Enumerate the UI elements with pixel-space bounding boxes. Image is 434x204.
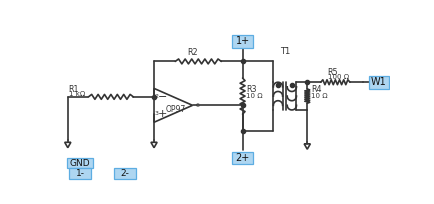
Text: R2: R2 [187,48,198,57]
FancyBboxPatch shape [231,152,253,164]
Text: W1: W1 [370,77,386,87]
Text: 10 Ω: 10 Ω [246,93,263,99]
Text: 10 Ω: 10 Ω [310,93,327,99]
Text: T1: T1 [279,47,289,56]
Text: +: + [158,109,167,119]
FancyBboxPatch shape [69,169,91,179]
FancyBboxPatch shape [231,35,253,48]
Text: OP97: OP97 [165,105,185,114]
FancyBboxPatch shape [67,158,93,169]
Text: R4: R4 [310,85,321,94]
Text: 1-: 1- [76,169,84,178]
Text: 1+: 1+ [235,37,249,47]
Text: −: − [158,92,167,102]
Text: 1 kΩ: 1 kΩ [69,91,85,97]
Text: R1: R1 [69,85,79,94]
Text: 2-: 2- [120,169,129,178]
Text: 3: 3 [154,111,158,116]
FancyBboxPatch shape [114,169,135,179]
Text: R3: R3 [246,85,256,94]
Text: 100 Ω: 100 Ω [327,74,348,80]
Text: 6: 6 [195,103,199,108]
Text: 2: 2 [154,94,158,99]
Text: 2+: 2+ [235,153,249,163]
Text: R5: R5 [327,68,338,76]
FancyBboxPatch shape [368,76,388,89]
Text: GND: GND [69,159,90,167]
